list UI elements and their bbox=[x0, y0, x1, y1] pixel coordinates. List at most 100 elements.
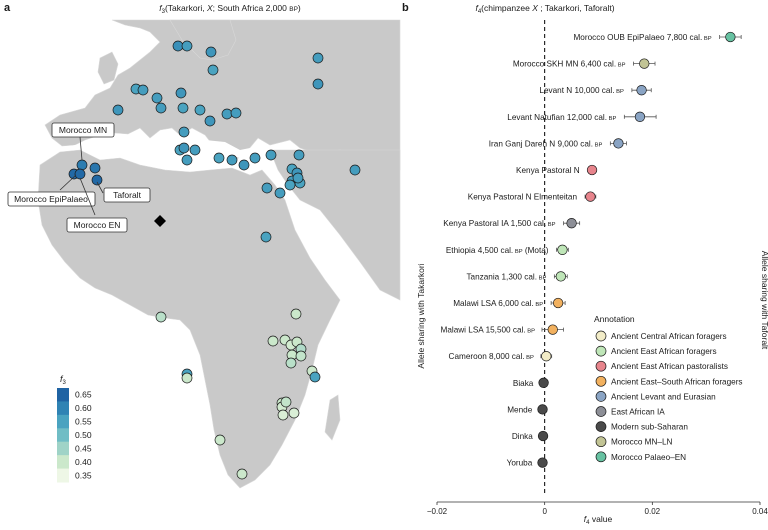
chart-row: Yoruba bbox=[507, 457, 548, 468]
x-ticks: −0.02 0 0.02 0.04 bbox=[427, 502, 768, 516]
map-sample-point bbox=[175, 87, 187, 99]
colorbar-cell bbox=[57, 388, 69, 402]
colorbar-tick-label: 0.65 bbox=[75, 390, 92, 400]
colorbar-tick-label: 0.60 bbox=[75, 403, 92, 413]
row-label-text: Kenya Pastoral N Elmenteitan bbox=[468, 193, 578, 202]
row-label-bp: BP bbox=[534, 302, 543, 308]
panel-a-title-sub: 3 bbox=[162, 9, 166, 15]
row-label: Kenya Pastoral N Elmenteitan bbox=[468, 193, 578, 202]
row-label: Kenya Pastoral N bbox=[516, 166, 580, 175]
map-sample-point bbox=[285, 357, 297, 369]
row-label-text: Ethiopia 4,500 cal. bbox=[446, 246, 513, 255]
callout-line-taforalt bbox=[96, 181, 104, 194]
row-label: Malawi LSA 6,000 cal. BP bbox=[453, 299, 543, 308]
colorbar-tick-label: 0.50 bbox=[75, 430, 92, 440]
row-label: Malawi LSA 15,500 cal. BP bbox=[441, 326, 536, 335]
legend-swatch bbox=[595, 451, 607, 463]
map-sample-point bbox=[226, 154, 238, 166]
map-sample-point bbox=[155, 311, 167, 323]
legend-item-label: Morocco Palaeo–EN bbox=[611, 453, 686, 462]
row-label-text: Dinka bbox=[512, 432, 533, 441]
panel-a-title-x: X bbox=[206, 3, 213, 13]
map-sample-point bbox=[76, 159, 88, 171]
map-sample-point bbox=[293, 149, 305, 161]
f4-point bbox=[566, 218, 577, 229]
row-label-bp: BP bbox=[702, 36, 711, 42]
row-label: Iran Ganj Dareh N 9,000 cal. BP bbox=[489, 139, 603, 148]
panel-a-title-close: ) bbox=[298, 3, 301, 13]
row-label: Levant N 10,000 cal. BP bbox=[539, 86, 624, 95]
callout-box-morocco-en bbox=[66, 217, 128, 233]
legend-items: Ancient Central African foragers Ancient … bbox=[595, 330, 743, 463]
map-sample-point bbox=[290, 308, 302, 320]
legend-item-label: East African IA bbox=[611, 408, 665, 417]
mediterranean-sea bbox=[70, 135, 270, 160]
row-label-bp: BP bbox=[526, 329, 535, 335]
panel-b-title-f: f bbox=[475, 3, 479, 13]
f4-point bbox=[537, 457, 548, 468]
panel-b-label: b bbox=[402, 2, 409, 14]
row-label-text: Kenya Pastoral N bbox=[516, 166, 580, 175]
x-tick-label: 0.02 bbox=[645, 507, 661, 516]
f4-point bbox=[555, 271, 566, 282]
legend: Annotation Ancient Central African forag… bbox=[594, 314, 743, 463]
colorbar-cell bbox=[57, 468, 69, 483]
f4-point bbox=[636, 85, 647, 96]
row-label-suffix: (Mota) bbox=[523, 246, 549, 255]
f4-point bbox=[725, 31, 736, 43]
row-label-text: Malawi LSA 6,000 cal. bbox=[453, 299, 534, 308]
f4-point bbox=[547, 324, 558, 335]
map-sample-point bbox=[295, 350, 307, 362]
colorbar-title: f3 bbox=[60, 374, 67, 386]
row-label-bp: BP bbox=[537, 275, 546, 281]
panel-b-title: f4(chimpanzee X ; Takarkori, Taforalt) bbox=[475, 3, 614, 15]
map-sample-point bbox=[194, 104, 206, 116]
f4-point bbox=[537, 404, 548, 415]
callout-morocco-en: Morocco EN bbox=[74, 220, 121, 230]
row-label: Morocco OUB EpiPalaeo 7,800 cal. BP bbox=[573, 33, 711, 42]
colorbar-tick-label: 0.45 bbox=[75, 443, 92, 453]
chart-row: Kenya Pastoral IA 1,500 cal. BP bbox=[443, 218, 581, 229]
panel-a-title-rest: (Takarkori, bbox=[165, 3, 207, 13]
map-sample-point bbox=[230, 107, 242, 119]
colorbar-cell bbox=[57, 414, 69, 429]
row-label: Tanzania 1,300 cal. BP bbox=[466, 272, 546, 281]
panel-a-title-rest2: ; South Africa 2,000 bbox=[213, 3, 290, 13]
map-sample-point bbox=[155, 102, 167, 114]
map-sample-point bbox=[178, 126, 190, 138]
row-label: Levant Natufian 12,000 cal. BP bbox=[507, 113, 616, 122]
map-sample-point bbox=[74, 168, 86, 180]
map-sample-point bbox=[178, 142, 190, 154]
chart-row: Dinka bbox=[512, 430, 549, 442]
f4-point bbox=[541, 351, 552, 362]
map-sample-point bbox=[265, 149, 277, 161]
chart-row: Levant N 10,000 cal. BP bbox=[539, 85, 652, 96]
chart-row: Morocco OUB EpiPalaeo 7,800 cal. BP bbox=[573, 31, 742, 43]
legend-swatch bbox=[595, 391, 607, 402]
map-sample-point bbox=[238, 159, 250, 171]
row-label-text: Levant Natufian 12,000 cal. bbox=[507, 113, 607, 122]
panel-a: a f3(Takarkori, X; South Africa 2,000 BP… bbox=[0, 2, 401, 525]
legend-item-label: Modern sub-Saharan bbox=[611, 423, 688, 432]
colorbar-cell bbox=[57, 428, 69, 443]
map-sample-point bbox=[151, 92, 163, 104]
callout-morocco-mn: Morocco MN bbox=[59, 125, 107, 135]
legend-swatch bbox=[595, 406, 607, 417]
legend-swatch bbox=[595, 330, 607, 342]
map-sample-point bbox=[213, 152, 225, 164]
panel-b-title-x: X bbox=[531, 3, 538, 13]
legend-item-label: Morocco MN–LN bbox=[611, 438, 673, 447]
row-label-text: Yoruba bbox=[507, 459, 533, 468]
row-label-text: Cameroon 8,000 cal. bbox=[449, 352, 525, 361]
map-sample-point bbox=[280, 396, 292, 408]
f4-point bbox=[557, 244, 568, 255]
x-tick-label: 0.04 bbox=[752, 507, 768, 516]
row-label-text: Morocco OUB EpiPalaeo 7,800 cal. bbox=[573, 33, 702, 42]
row-label: Mende bbox=[507, 405, 532, 414]
row-label-text: Iran Ganj Dareh N 9,000 cal. bbox=[489, 139, 593, 148]
x-tick-label: −0.02 bbox=[427, 507, 448, 516]
colorbar-tick-label: 0.55 bbox=[75, 417, 92, 427]
right-side-label: Allele sharing with Taforalt bbox=[760, 251, 768, 350]
